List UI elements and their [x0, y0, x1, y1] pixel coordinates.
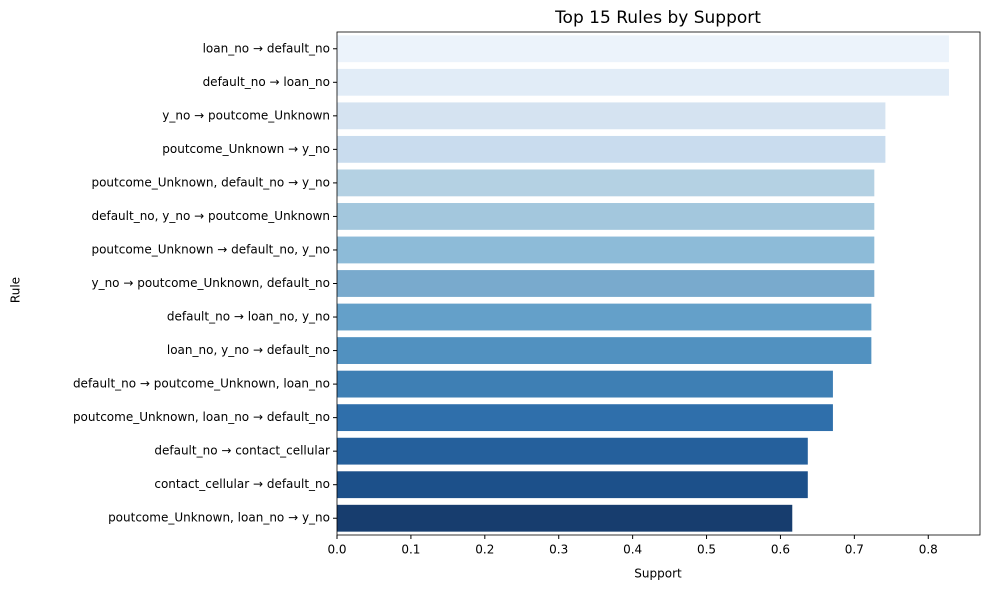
y-tick-label: y_no → poutcome_Unknown	[162, 108, 330, 122]
y-tick-label: poutcome_Unknown, loan_no → default_no	[73, 410, 330, 424]
bar	[337, 135, 886, 163]
y-tick-label: poutcome_Unknown, default_no → y_no	[91, 175, 330, 189]
plot-frame	[336, 31, 981, 536]
bar	[337, 35, 949, 63]
bar	[337, 236, 875, 264]
bar	[337, 270, 875, 297]
x-axis-label: Support	[634, 567, 682, 581]
bar	[337, 203, 875, 230]
y-tick-label: default_no → loan_no	[203, 75, 330, 89]
x-tick-label: 0.3	[549, 543, 568, 557]
x-tick-label: 0.7	[845, 543, 864, 557]
bar	[337, 169, 875, 197]
y-tick-label: default_no → contact_cellular	[154, 444, 330, 458]
y-axis-label: Rule	[9, 277, 23, 303]
bar	[337, 337, 872, 364]
bar	[337, 404, 833, 432]
y-tick-label: default_no → loan_no, y_no	[167, 310, 330, 324]
bar	[337, 437, 808, 465]
y-tick-label: contact_cellular → default_no	[154, 477, 330, 491]
x-tick-label: 0.1	[401, 543, 420, 557]
x-tick-label: 0.8	[919, 543, 938, 557]
y-tick-label: poutcome_Unknown → y_no	[162, 142, 330, 156]
y-tick-label: default_no → poutcome_Unknown, loan_no	[73, 377, 330, 391]
y-tick-label: poutcome_Unknown, loan_no → y_no	[108, 511, 330, 525]
bar	[337, 68, 949, 96]
bar	[337, 370, 833, 398]
y-tick-label: loan_no, y_no → default_no	[167, 343, 330, 357]
y-tick-label: y_no → poutcome_Unknown, default_no	[91, 276, 330, 290]
bar	[337, 471, 808, 499]
chart-title: Top 15 Rules by Support	[554, 8, 761, 28]
bar	[337, 303, 872, 331]
x-tick-label: 0.5	[697, 543, 716, 557]
x-tick-label: 0.0	[327, 543, 346, 557]
x-tick-label: 0.2	[475, 543, 494, 557]
x-tick-label: 0.6	[771, 543, 790, 557]
bar	[337, 504, 793, 532]
x-tick-label: 0.4	[623, 543, 642, 557]
y-tick-label: loan_no → default_no	[203, 41, 330, 55]
bar	[337, 102, 886, 130]
y-tick-label: default_no, y_no → poutcome_Unknown	[91, 209, 330, 223]
y-tick-label: poutcome_Unknown → default_no, y_no	[91, 242, 330, 256]
